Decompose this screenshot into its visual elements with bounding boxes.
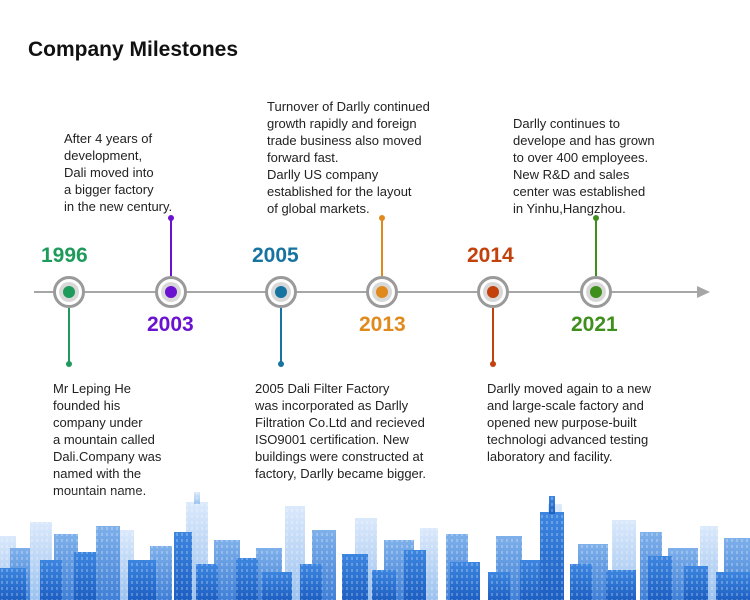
milestone-year: 1996 (41, 244, 88, 267)
milestone-node-icon (580, 276, 612, 308)
milestone-node-icon (155, 276, 187, 308)
city-skyline-illustration (0, 490, 750, 600)
milestone-stem (492, 308, 494, 362)
milestone-node-icon (477, 276, 509, 308)
timeline-arrow-icon (697, 286, 710, 298)
milestone-node-icon (366, 276, 398, 308)
milestone-description: Mr Leping He founded his company under a… (53, 381, 162, 498)
milestone-node-icon (265, 276, 297, 308)
milestone-stem (170, 218, 172, 276)
milestone-year: 2021 (571, 313, 618, 336)
milestone-description: Darlly continues to develope and has gro… (513, 116, 655, 216)
milestone-stem (68, 308, 70, 362)
page-title: Company Milestones (28, 38, 239, 61)
milestone-stem-dot (278, 361, 284, 367)
milestone-year: 2005 (252, 244, 299, 267)
milestone-dot (590, 286, 602, 298)
milestone-year: 2014 (467, 244, 514, 267)
milestone-description: After 4 years of development, Dali moved… (64, 131, 173, 214)
milestone-node-icon (53, 276, 85, 308)
milestone-description: Turnover of Darlly continued growth rapi… (267, 99, 430, 216)
milestone-stem-dot (66, 361, 72, 367)
milestone-stem (280, 308, 282, 362)
milestone-year: 2003 (147, 313, 194, 336)
milestone-stem-dot (490, 361, 496, 367)
milestone-dot (376, 286, 388, 298)
milestone-dot (275, 286, 287, 298)
milestone-dot (487, 286, 499, 298)
milestone-year: 2013 (359, 313, 406, 336)
milestone-stem (381, 218, 383, 276)
milestone-description: Darlly moved again to a new and large-sc… (487, 381, 652, 464)
milestone-description: 2005 Dali Filter Factory was incorporate… (255, 381, 426, 481)
milestone-dot (165, 286, 177, 298)
milestone-dot (63, 286, 75, 298)
milestone-stem (595, 218, 597, 276)
